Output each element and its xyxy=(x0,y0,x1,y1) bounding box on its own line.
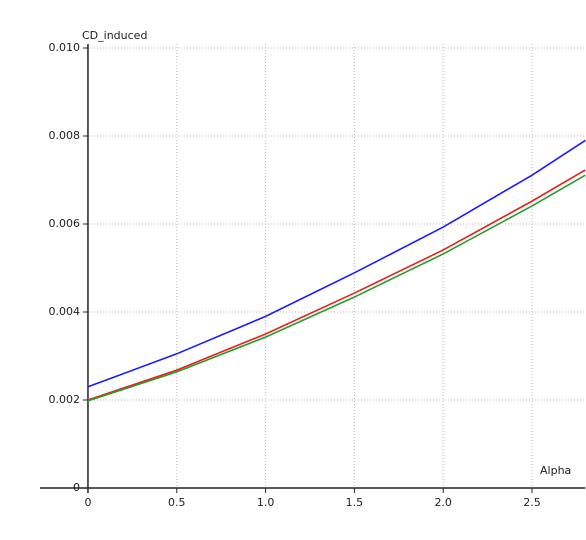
x-tick-label: 2.5 xyxy=(523,496,541,509)
x-axis-label: Alpha xyxy=(540,464,571,477)
y-axis-label: CD_induced xyxy=(82,29,147,42)
series-line xyxy=(87,174,586,402)
y-tick-label: 0.002 xyxy=(48,393,80,406)
y-tick-label: 0.008 xyxy=(48,129,80,142)
x-tick-label: 0.5 xyxy=(168,496,186,509)
series-line xyxy=(87,169,586,401)
y-tick-label: 0.006 xyxy=(48,217,80,230)
y-tick-label: 0.004 xyxy=(48,305,80,318)
series-line xyxy=(87,139,586,388)
x-tick-label: 1.5 xyxy=(346,496,364,509)
x-tick-label: 2.0 xyxy=(434,496,452,509)
x-tick-label: 1.0 xyxy=(257,496,275,509)
x-tick-label: 0 xyxy=(84,496,91,509)
y-tick-label: 0.010 xyxy=(48,41,80,54)
